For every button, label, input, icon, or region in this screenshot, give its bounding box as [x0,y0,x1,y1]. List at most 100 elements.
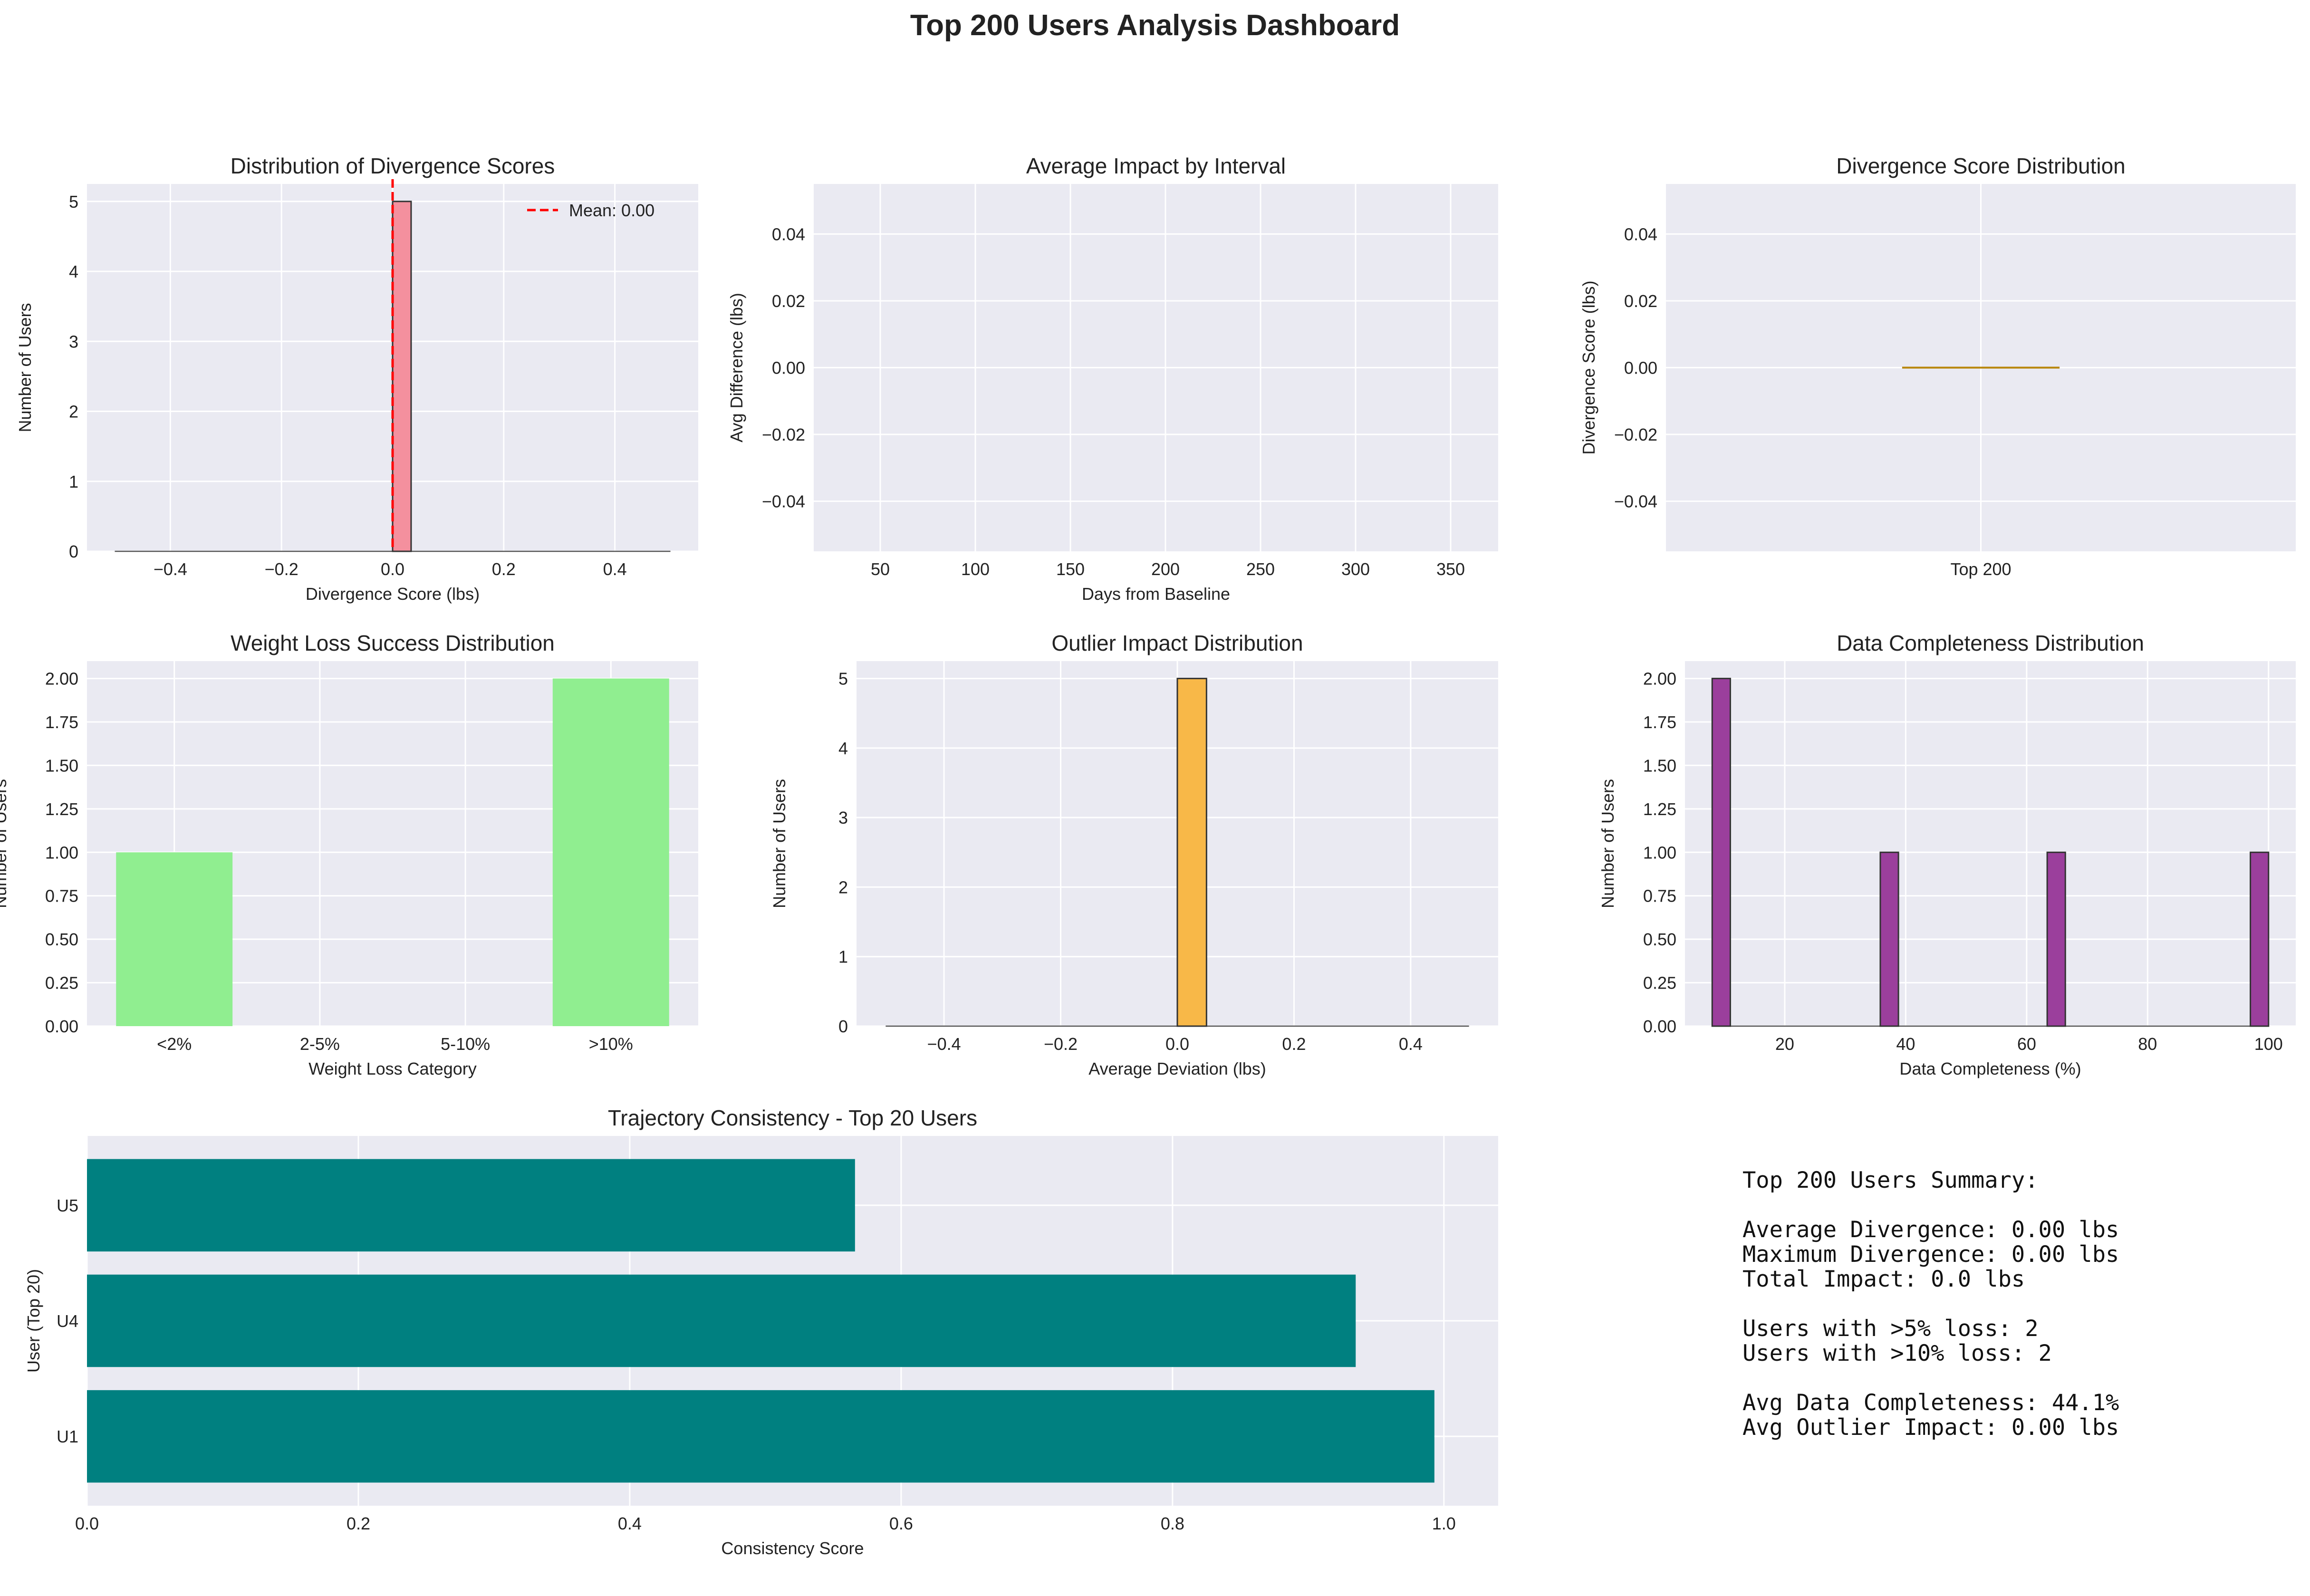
plot-area: 20 40 60 80 100 0.00 0.25 0.50 0.75 1.00 1.25 1.50 1… [1598,631,2296,1078]
x-tick-label: 100 [961,559,990,579]
consistency-chart: 0.0 0.2 0.4 0.6 0.8 1.0 U1 U4 U5 Trajectory Consi… [24,1106,1498,1558]
x-tick-label: 100 [2254,1034,2283,1054]
y-axis-label: Avg Difference (lbs) [727,293,746,442]
plot-background [1685,661,2296,1026]
x-tick-label: 5-10% [441,1034,490,1054]
y-tick-label: 5 [838,669,848,689]
x-tick-label: 0.2 [492,559,516,579]
plot-area: 50 100 150 200 250 300 350 −0.04 −0.02 0.00 0.02 0.… [727,154,1498,604]
y-tick-label: 4 [69,262,78,281]
y-tick-label: 0.50 [45,930,78,949]
y-axis-label: Number of Users [0,779,10,908]
x-tick-label: 300 [1341,559,1370,579]
y-tick-label: 0.04 [1624,224,1657,244]
x-axis-label: Days from Baseline [1082,584,1230,604]
y-tick-label: 0.00 [45,1017,78,1036]
histogram-bar [2250,851,2270,1027]
chart-title: Weight Loss Success Distribution [231,631,555,655]
bar [116,852,233,1026]
plot-area: 0.0 0.2 0.4 0.6 0.8 1.0 U1 U4 U5 Trajectory Consi… [24,1106,1498,1558]
y-tick-label: 1 [69,472,78,491]
y-tick-label: 2 [69,402,78,422]
y-axis-label: Number of Users [1598,779,1617,908]
x-axis-label: Divergence Score (lbs) [306,584,480,604]
y-tick-label: 0.25 [45,973,78,993]
y-tick-label: 1.25 [45,799,78,819]
x-tick-label: −0.4 [927,1034,961,1054]
histogram-bar [1879,851,1899,1027]
plot-area: −0.4 −0.2 0.0 0.2 0.4 0 1 2 3 4 5 Outlier Impact Di… [770,631,1498,1078]
x-tick-label: 350 [1436,559,1465,579]
x-tick-label: 0.0 [381,559,404,579]
y-tick-label: U1 [57,1427,78,1446]
divergence-histogram-chart: −0.4 −0.2 0.0 0.2 0.4 0 1 2 3 4 5 Mean: 0.00 Distrib… [15,154,698,604]
outlier-impact-chart: −0.4 −0.2 0.0 0.2 0.4 0 1 2 3 4 5 Outlier Impact Di… [770,631,1498,1078]
x-tick-label: 1.0 [1432,1514,1456,1533]
y-tick-label: 0 [838,1017,848,1036]
y-tick-label: 0 [69,542,78,561]
x-tick-label: −0.2 [265,559,298,579]
interval-impact-chart: 50 100 150 200 250 300 350 −0.04 −0.02 0.00 0.02 0.… [727,154,1498,604]
bar [87,1390,1434,1483]
y-tick-label: 2.00 [1643,669,1676,689]
histogram-bar [1176,678,1207,1027]
y-tick-label: 1.75 [1643,712,1676,732]
x-tick-label: 60 [2017,1034,2036,1054]
y-tick-label: 1.50 [1643,756,1676,775]
weight-loss-chart: <2% 2-5% 5-10% >10% 0.00 0.25 0.50 0.75 1.00 1.25… [0,631,698,1078]
y-tick-label: 5 [69,192,78,212]
x-axis-label: Consistency Score [721,1538,864,1558]
histogram-bar [392,201,412,552]
bar [552,678,669,1026]
y-tick-label: 1.75 [45,712,78,732]
x-tick-label: <2% [157,1034,192,1054]
y-tick-label: 1.00 [45,843,78,862]
y-tick-label: −0.02 [1614,425,1657,444]
x-tick-label: 250 [1246,559,1275,579]
x-tick-label: 0.2 [1282,1034,1306,1054]
plot-area: <2% 2-5% 5-10% >10% 0.00 0.25 0.50 0.75 1.00 1.25… [0,631,698,1078]
x-tick-label: Top 200 [1950,559,2011,579]
chart-title: Outlier Impact Distribution [1051,631,1303,655]
y-tick-label: 0.75 [1643,886,1676,906]
x-tick-label: 2-5% [300,1034,340,1054]
x-tick-label: −0.4 [154,559,187,579]
legend: Mean: 0.00 [527,201,654,220]
y-tick-label: 1.25 [1643,799,1676,819]
histogram-bar [2046,851,2066,1027]
y-tick-label: 0.00 [1624,358,1657,378]
chart-title: Trajectory Consistency - Top 20 Users [608,1106,977,1130]
chart-title: Average Impact by Interval [1026,154,1286,178]
plot-area: −0.4 −0.2 0.0 0.2 0.4 0 1 2 3 4 5 Mean: 0.00 Distrib… [15,154,698,604]
x-tick-label: 50 [871,559,890,579]
y-tick-label: 0.02 [1624,291,1657,311]
x-tick-label: 20 [1775,1034,1794,1054]
x-tick-label: >10% [589,1034,633,1054]
x-tick-label: 150 [1056,559,1085,579]
chart-title: Data Completeness Distribution [1837,631,2144,655]
dashboard-title: Top 200 Users Analysis Dashboard [910,9,1400,42]
x-tick-label: 0.4 [603,559,627,579]
y-tick-label: 0.02 [772,291,805,311]
y-tick-label: 1.00 [1643,843,1676,862]
bar [87,1159,855,1252]
y-tick-label: 0.00 [1643,1017,1676,1036]
chart-title: Divergence Score Distribution [1836,154,2126,178]
y-tick-label: −0.04 [762,492,805,511]
y-tick-label: 3 [69,332,78,351]
y-tick-label: U4 [57,1311,78,1331]
x-tick-label: 40 [1896,1034,1915,1054]
y-tick-label: 0.75 [45,886,78,906]
y-tick-label: 2.00 [45,669,78,689]
x-tick-label: 0.2 [346,1514,370,1533]
summary-text: Top 200 Users Summary: Average Divergenc… [1742,1167,2119,1441]
chart-title: Distribution of Divergence Scores [231,154,555,178]
y-axis-label: Number of Users [770,779,789,908]
y-tick-label: 1 [838,947,848,967]
x-axis-label: Average Deviation (lbs) [1088,1059,1266,1078]
y-tick-label: 3 [838,808,848,827]
x-tick-label: 0.8 [1161,1514,1184,1533]
y-tick-label: 4 [838,739,848,758]
x-tick-label: 0.0 [1165,1034,1189,1054]
y-tick-label: 1.50 [45,756,78,775]
